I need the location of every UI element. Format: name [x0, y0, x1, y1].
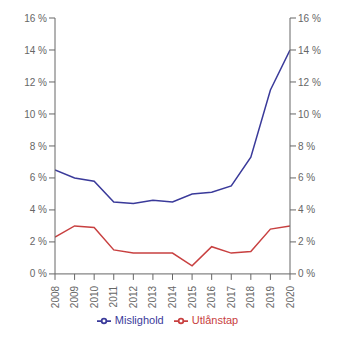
svg-text:2014: 2014 — [167, 285, 178, 308]
svg-text:0 %: 0 % — [30, 268, 47, 279]
svg-text:12 %: 12 % — [24, 77, 47, 88]
svg-text:6 %: 6 % — [298, 172, 315, 183]
svg-text:8 %: 8 % — [298, 141, 315, 152]
svg-text:4 %: 4 % — [30, 204, 47, 215]
svg-text:6 %: 6 % — [30, 172, 47, 183]
svg-text:8 %: 8 % — [30, 141, 47, 152]
svg-text:10 %: 10 % — [298, 109, 321, 120]
svg-text:2009: 2009 — [69, 285, 80, 308]
svg-text:2 %: 2 % — [298, 236, 315, 247]
svg-text:2020: 2020 — [285, 285, 296, 308]
svg-text:16 %: 16 % — [24, 13, 47, 24]
svg-text:14 %: 14 % — [298, 45, 321, 56]
html-text:Utlånstap: Utlånstap — [191, 313, 239, 326]
svg-text:10 %: 10 % — [24, 109, 47, 120]
svg-text:2017: 2017 — [226, 285, 237, 308]
svg-text:2 %: 2 % — [30, 236, 47, 247]
svg-text:2015: 2015 — [187, 285, 198, 308]
svg-text:2008: 2008 — [50, 285, 61, 308]
svg-text:2012: 2012 — [128, 285, 139, 308]
svg-text:2010: 2010 — [89, 285, 100, 308]
svg-text:2019: 2019 — [265, 285, 276, 308]
html-text:Mislighold: Mislighold — [114, 313, 164, 326]
svg-text:12 %: 12 % — [298, 77, 321, 88]
svg-text:4 %: 4 % — [298, 204, 315, 215]
svg-text:2016: 2016 — [206, 285, 217, 308]
svg-text:2018: 2018 — [245, 285, 256, 308]
svg-text:14 %: 14 % — [24, 45, 47, 56]
svg-text:16 %: 16 % — [298, 13, 321, 24]
svg-text:0 %: 0 % — [298, 268, 315, 279]
svg-text:2013: 2013 — [147, 285, 158, 308]
svg-text:2011: 2011 — [108, 285, 119, 307]
